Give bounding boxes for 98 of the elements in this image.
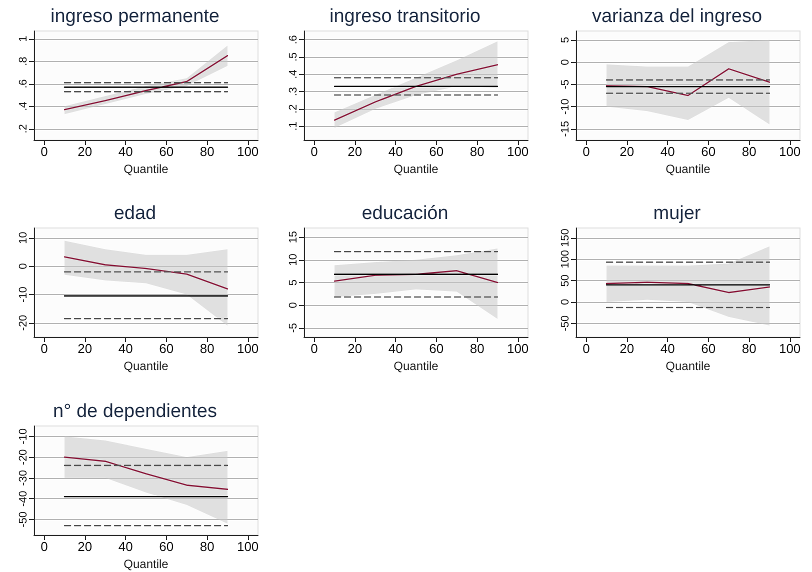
x-tick-label: 0 bbox=[40, 539, 48, 554]
x-tick-label: 40 bbox=[660, 144, 675, 159]
y-tick-label: .3 bbox=[288, 86, 300, 96]
x-tick-label: 100 bbox=[778, 341, 801, 356]
x-tick-label: 20 bbox=[348, 144, 362, 159]
chart-title: mujer bbox=[653, 203, 702, 224]
x-tick-label: 0 bbox=[310, 144, 318, 159]
x-tick-label: 40 bbox=[388, 341, 403, 356]
x-tick-label: 100 bbox=[236, 341, 259, 356]
x-tick-label: 40 bbox=[118, 539, 133, 554]
x-tick-label: 100 bbox=[236, 144, 259, 159]
x-axis-title: Quantile bbox=[394, 358, 439, 373]
x-tick-label: 0 bbox=[310, 341, 318, 356]
y-tick-label: -20 bbox=[18, 449, 30, 466]
y-tick-label: -5 bbox=[288, 323, 300, 333]
y-tick-label: 0 bbox=[560, 59, 572, 66]
y-tick-label: -50 bbox=[18, 511, 30, 528]
x-tick-label: 80 bbox=[742, 144, 756, 159]
chart-title: edad bbox=[114, 203, 156, 224]
x-tick-label: 60 bbox=[701, 341, 716, 356]
chart-title: ingreso permanente bbox=[50, 6, 220, 27]
y-tick-label: .4 bbox=[18, 102, 30, 111]
chart-title: varianza del ingreso bbox=[592, 6, 762, 27]
x-tick-label: 80 bbox=[200, 539, 214, 554]
x-axis-title: Quantile bbox=[124, 358, 169, 373]
x-tick-label: 100 bbox=[506, 144, 529, 159]
x-tick-label: 100 bbox=[236, 539, 259, 554]
y-tick-label: .1 bbox=[288, 122, 300, 131]
x-tick-label: 20 bbox=[620, 341, 634, 356]
x-axis-title: Quantile bbox=[666, 162, 711, 176]
y-tick-label: 100 bbox=[560, 250, 572, 268]
x-tick-label: 100 bbox=[778, 144, 801, 159]
y-tick-label: -10 bbox=[560, 98, 572, 115]
x-tick-label: 0 bbox=[40, 341, 48, 356]
x-tick-label: 60 bbox=[429, 144, 444, 159]
x-tick-label: 60 bbox=[159, 539, 174, 554]
x-axis-title: Quantile bbox=[666, 358, 711, 373]
y-tick-label: .4 bbox=[288, 70, 300, 79]
x-tick-label: 40 bbox=[118, 144, 133, 159]
line-series bbox=[334, 270, 498, 284]
y-tick-label: 15 bbox=[288, 230, 300, 244]
line-series bbox=[64, 55, 228, 110]
x-tick-label: 60 bbox=[429, 341, 444, 356]
y-tick-label: -30 bbox=[18, 470, 30, 486]
line-series bbox=[334, 64, 498, 121]
y-tick-label: .2 bbox=[288, 104, 300, 114]
x-tick-label: 20 bbox=[78, 341, 92, 356]
y-tick-label: .6 bbox=[18, 79, 30, 88]
chart-title: ingreso transitorio bbox=[329, 6, 481, 27]
x-tick-label: 0 bbox=[582, 341, 590, 356]
y-tick-label: -50 bbox=[560, 315, 572, 332]
line-series bbox=[606, 68, 770, 96]
x-tick-label: 40 bbox=[118, 341, 133, 356]
x-tick-label: 80 bbox=[470, 144, 484, 159]
x-tick-label: 20 bbox=[78, 144, 92, 159]
y-tick-label: 50 bbox=[560, 274, 572, 287]
y-tick-label: .8 bbox=[18, 56, 30, 66]
x-tick-label: 60 bbox=[701, 144, 716, 159]
y-tick-label: 10 bbox=[288, 254, 300, 266]
y-tick-label: -15 bbox=[560, 120, 572, 137]
y-tick-label: -10 bbox=[18, 286, 30, 302]
y-tick-label: -40 bbox=[18, 490, 30, 507]
x-tick-label: 40 bbox=[388, 144, 403, 159]
y-tick-label: 0 bbox=[288, 302, 300, 308]
y-tick-label: -5 bbox=[560, 79, 572, 90]
chart-title: educación bbox=[362, 203, 448, 224]
y-tick-label: 0 bbox=[18, 263, 30, 270]
y-tick-label: -10 bbox=[18, 428, 30, 444]
y-tick-label: .6 bbox=[288, 35, 300, 44]
x-tick-label: 0 bbox=[582, 144, 590, 159]
x-axis-title: Quantile bbox=[394, 162, 439, 176]
x-tick-label: 80 bbox=[200, 144, 214, 159]
x-tick-label: 80 bbox=[200, 341, 214, 356]
line-series bbox=[64, 256, 228, 290]
y-tick-label: 10 bbox=[18, 232, 30, 244]
x-tick-label: 80 bbox=[742, 341, 756, 356]
line-series bbox=[606, 282, 770, 294]
line-series bbox=[64, 456, 228, 490]
x-tick-label: 20 bbox=[620, 144, 634, 159]
x-tick-label: 60 bbox=[159, 341, 174, 356]
x-tick-label: 40 bbox=[660, 341, 675, 356]
y-tick-label: .2 bbox=[18, 124, 30, 134]
x-tick-label: 20 bbox=[78, 539, 92, 554]
y-tick-label: -20 bbox=[18, 314, 30, 331]
y-tick-label: 0 bbox=[560, 298, 572, 306]
x-tick-label: 0 bbox=[40, 144, 48, 159]
y-tick-label: 5 bbox=[288, 279, 300, 286]
x-tick-label: 80 bbox=[470, 341, 484, 356]
x-axis-title: Quantile bbox=[124, 162, 169, 176]
y-tick-label: 1 bbox=[18, 36, 30, 42]
y-tick-label: 150 bbox=[560, 228, 572, 248]
y-tick-label: 5 bbox=[560, 36, 572, 43]
x-tick-label: 60 bbox=[159, 144, 174, 159]
x-tick-label: 100 bbox=[506, 341, 529, 356]
x-axis-title: Quantile bbox=[124, 556, 169, 571]
y-tick-label: .5 bbox=[288, 52, 300, 62]
x-tick-label: 20 bbox=[348, 341, 362, 356]
chart-title: n° de dependientes bbox=[53, 401, 217, 422]
